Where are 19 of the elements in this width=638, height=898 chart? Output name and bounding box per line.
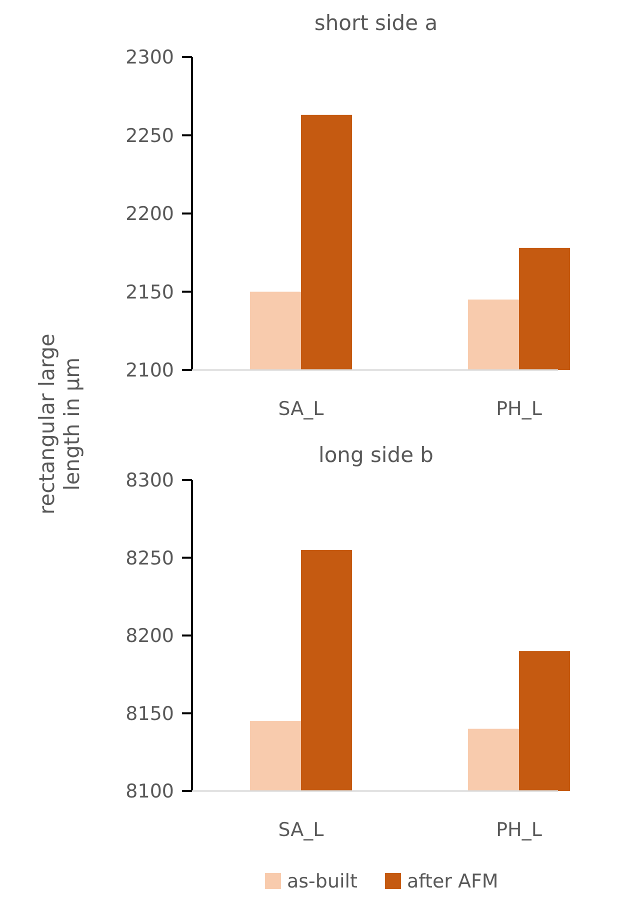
y-tick-label: 2300 <box>126 46 174 69</box>
legend-label: as-built <box>287 870 358 893</box>
y-tick-label: 2100 <box>126 360 174 382</box>
legend-label: after AFM <box>407 870 498 893</box>
y-tick-label: 8150 <box>126 702 174 725</box>
x-tick-label: SA_L <box>278 819 324 841</box>
y-tick-label: 8100 <box>126 780 174 803</box>
chart-title: long side b <box>318 443 434 467</box>
y-tick-label: 8300 <box>126 470 174 492</box>
x-tick-label: PH_L <box>496 819 542 841</box>
y-axis-title: rectangular large length in µm <box>34 334 84 514</box>
y-tick-label: 2150 <box>126 281 174 304</box>
x-tick-label: PH_L <box>496 398 542 420</box>
x-tick-label: SA_L <box>278 398 324 420</box>
y-tick-label: 2200 <box>126 203 174 226</box>
y-tick-label: 2250 <box>126 124 174 147</box>
y-tick-label: 8200 <box>126 625 174 648</box>
chart-title: short side a <box>314 11 438 35</box>
y-tick-label: 8250 <box>126 547 174 570</box>
